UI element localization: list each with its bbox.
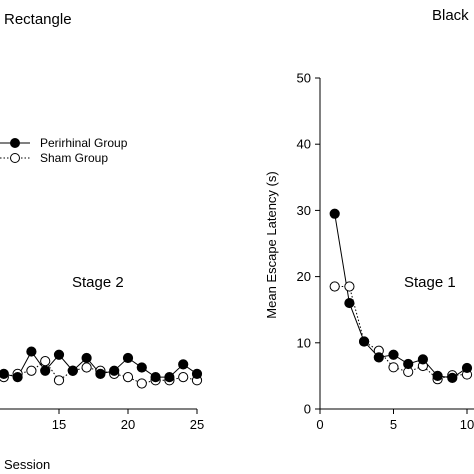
- panel-title-rectangle: Rectangle: [4, 11, 72, 28]
- data-point-perirhinal: [403, 358, 414, 370]
- legend-marker-perirhinal: [10, 138, 20, 148]
- y-tick-label: 20: [297, 269, 311, 284]
- data-point-perirhinal: [388, 349, 399, 360]
- data-point-sham: [53, 375, 65, 386]
- axes-panel-black: 0 5 10 0 10 20 30 40 50: [297, 71, 474, 432]
- data-point-perirhinal: [95, 368, 106, 380]
- x-axis-label-session: Session: [4, 457, 50, 472]
- panel-title-black: Black: [432, 7, 469, 24]
- data-point-perirhinal: [178, 359, 189, 370]
- data-point-perirhinal: [53, 349, 65, 360]
- y-tick-label: 50: [297, 71, 311, 86]
- data-point-perirhinal: [122, 352, 134, 364]
- data-point-perirhinal: [136, 362, 147, 373]
- data-point-perirhinal: [109, 365, 120, 376]
- legend-label-sham: Sham Group: [40, 151, 108, 165]
- x-tick-label: 15: [52, 417, 66, 432]
- x-tick-label: 10: [460, 417, 474, 432]
- x-tick-label: 20: [121, 417, 135, 432]
- data-point-perirhinal: [81, 352, 92, 364]
- y-tick-label: 30: [297, 203, 311, 218]
- data-point-perirhinal: [432, 370, 443, 381]
- legend: Perirhinal Group Sham Group: [0, 136, 128, 165]
- data-point-perirhinal: [191, 368, 203, 380]
- x-tick-label: 25: [190, 417, 204, 432]
- data-point-sham: [329, 281, 340, 292]
- data-point-perirhinal: [12, 372, 23, 383]
- y-tick-label: 0: [304, 402, 311, 417]
- data-point-sham: [122, 372, 134, 383]
- axes-panel-rectangle: 15 20 25: [0, 408, 204, 432]
- data-point-sham: [136, 378, 147, 389]
- stage-label-2: Stage 2: [72, 274, 124, 291]
- legend-marker-sham: [10, 153, 20, 163]
- x-tick-label: 0: [316, 417, 323, 432]
- data-point-perirhinal: [447, 372, 458, 383]
- data-point-sham: [26, 365, 37, 376]
- data-point-perirhinal: [164, 372, 175, 383]
- data-point-sham: [344, 281, 355, 292]
- marks-panel-rectangle: [0, 346, 203, 389]
- panel-rectangle: Rectangle Stage 2 Session Perirhinal Gro…: [0, 11, 204, 472]
- data-point-perirhinal: [344, 297, 355, 309]
- y-tick-label: 10: [297, 335, 311, 350]
- y-tick-label: 40: [297, 137, 311, 152]
- data-point-sham: [81, 362, 92, 373]
- series-line-sham: [334, 286, 468, 380]
- data-point-perirhinal: [26, 346, 37, 357]
- data-point-perirhinal: [373, 352, 384, 363]
- y-axis-label: Mean Escape Latency (s): [264, 171, 279, 318]
- stage-label-1: Stage 1: [404, 274, 456, 291]
- legend-label-perirhinal: Perirhinal Group: [40, 136, 128, 150]
- data-point-perirhinal: [67, 365, 78, 376]
- marks-panel-black: [329, 208, 473, 385]
- data-point-sham: [178, 372, 189, 383]
- x-tick-label: 5: [390, 417, 397, 432]
- data-point-perirhinal: [417, 354, 428, 365]
- data-point-perirhinal: [461, 362, 473, 374]
- data-point-perirhinal: [329, 208, 340, 219]
- data-point-sham: [40, 356, 51, 367]
- data-point-perirhinal: [0, 368, 9, 380]
- panel-black: Black Stage 1 Mean Escape Latency (s) 0 5…: [264, 7, 474, 432]
- data-point-perirhinal: [359, 336, 370, 347]
- data-point-sham: [388, 362, 399, 373]
- series-line-perirhinal: [334, 213, 468, 379]
- data-point-perirhinal: [150, 372, 161, 383]
- data-point-perirhinal: [40, 365, 51, 376]
